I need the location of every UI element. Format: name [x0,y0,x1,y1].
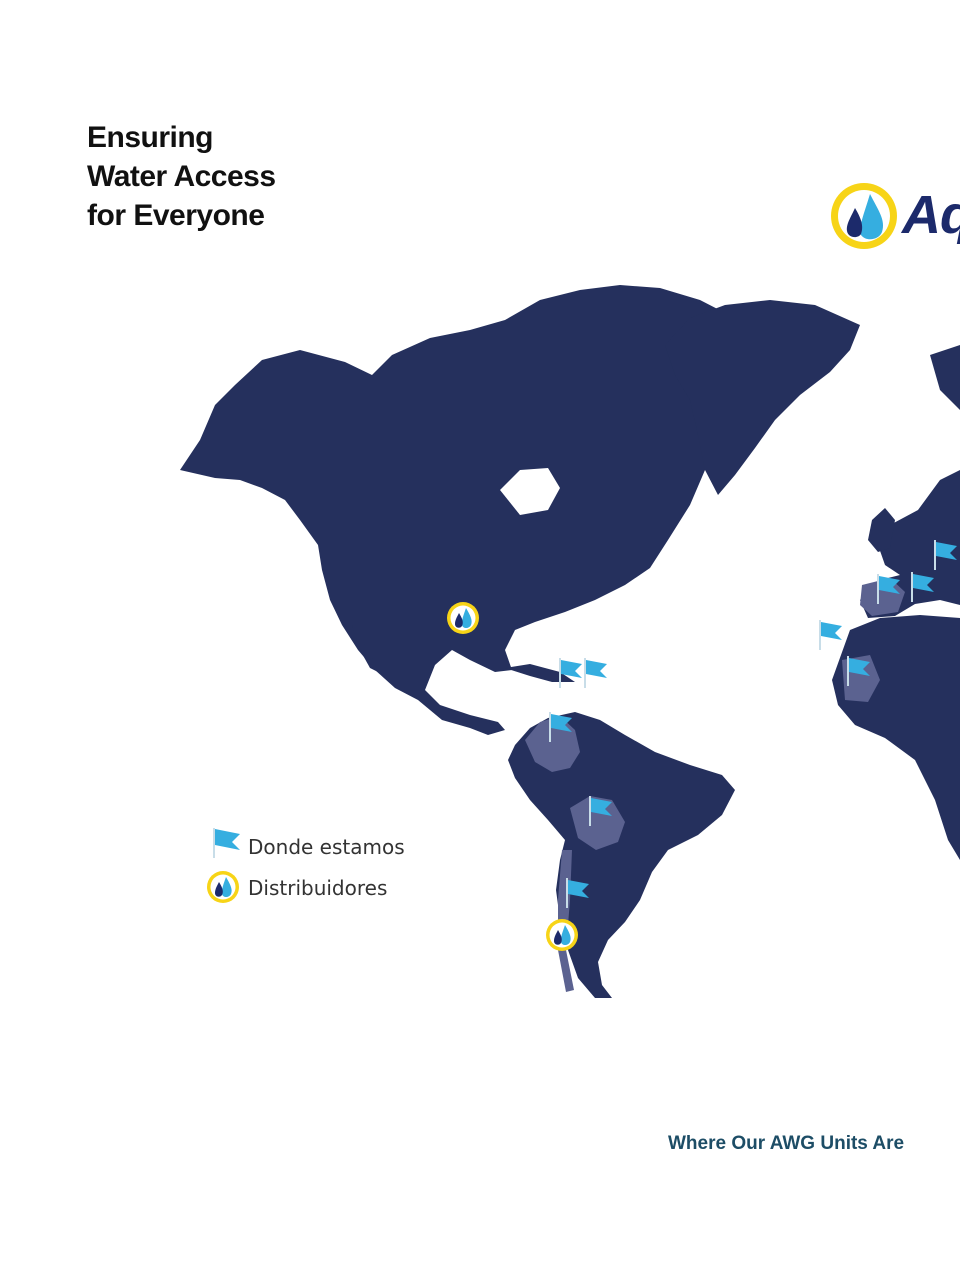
greenland-landmass [665,300,860,495]
water-drop-icon [207,871,239,903]
brand-logo: Aq [830,180,960,252]
flag-marker-canary-islands[interactable] [819,619,843,651]
distributor-marker-chile[interactable] [546,919,578,951]
flag-marker-france-south[interactable] [911,571,935,603]
flag-icon [213,828,240,858]
flag-marker-chile[interactable] [566,877,590,909]
flag-marker-bolivia[interactable] [589,795,613,827]
uk-landmass [868,508,895,552]
water-drop-logo-icon [831,183,897,249]
iberia-highlight [860,578,905,616]
map-caption: Where Our AWG Units Are [668,1133,905,1154]
hudson-bay [500,468,560,515]
baja-california-landmass [352,625,378,672]
flag-marker-mauritania[interactable] [847,655,871,687]
page-title: Ensuring Water Access for Everyone [87,121,276,232]
flag-marker-caribbean-2[interactable] [584,657,608,689]
flag-marker-caribbean-1[interactable] [559,657,583,689]
legend-distributor-label: Distribuidores [248,876,388,900]
bolivia-highlight [570,796,625,850]
north-america-landmass [180,285,735,735]
distributor-marker-usa[interactable] [447,602,479,634]
legend-flag-label: Donde estamos [248,835,405,859]
flag-marker-europe[interactable] [934,539,958,571]
flag-marker-colombia[interactable] [549,711,573,743]
flag-marker-spain[interactable] [877,573,901,605]
cuba-landmass [505,664,575,682]
europe-landmass [930,345,960,410]
logo-wordmark: Aq [902,185,960,245]
